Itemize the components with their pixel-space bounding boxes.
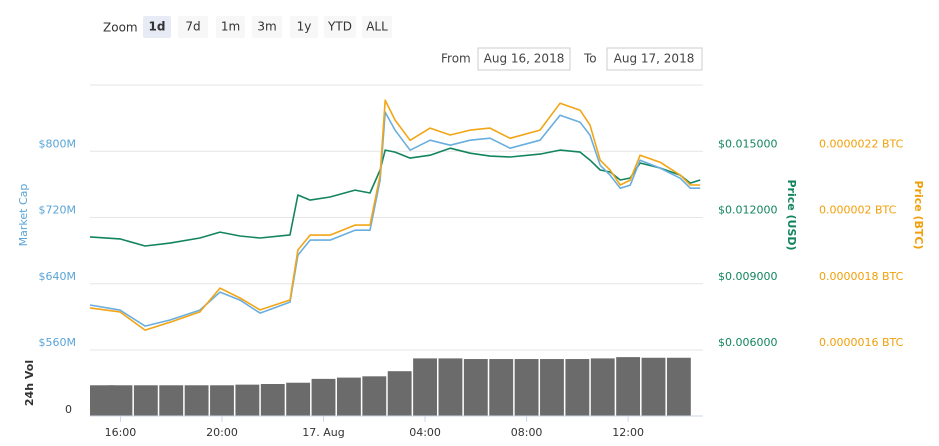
x-tick-label: 17. Aug xyxy=(302,426,344,439)
y2-tick-label: $0.009000 xyxy=(718,270,778,283)
volume-bar xyxy=(666,357,691,416)
volume-bar xyxy=(362,376,387,416)
to-date[interactable]: Aug 17, 2018 xyxy=(614,52,695,66)
volume-bar xyxy=(641,357,666,416)
volume-bar xyxy=(260,384,285,416)
zoom-button[interactable] xyxy=(362,16,392,38)
zoom-button-label[interactable]: 1y xyxy=(297,20,312,34)
volume-bar xyxy=(108,385,133,416)
y-tick-label: $640M xyxy=(39,270,77,283)
zoom-button-label[interactable]: 3m xyxy=(257,20,276,34)
y3-axis-title: Price (BTC) xyxy=(912,180,925,249)
zoom-button[interactable] xyxy=(216,16,245,38)
y2-tick-label: $0.015000 xyxy=(718,137,778,150)
zoom-button[interactable] xyxy=(178,16,208,38)
volume-bar xyxy=(184,385,209,416)
x-tick-label: 04:00 xyxy=(409,426,441,439)
volume-bar xyxy=(413,358,437,416)
y3-tick-label: 0.0000016 BTC xyxy=(819,336,904,349)
zoom-button[interactable] xyxy=(324,16,356,38)
y3-tick-label: 0.0000018 BTC xyxy=(819,270,904,283)
zoom-button-label[interactable]: 1m xyxy=(221,20,240,34)
zoom-label: Zoom xyxy=(103,21,138,35)
from-label: From xyxy=(441,52,471,66)
volume-bar xyxy=(133,385,158,416)
volume-bar xyxy=(286,382,311,416)
volume-bar xyxy=(235,384,260,416)
to-input[interactable] xyxy=(606,47,703,71)
volume-bar xyxy=(590,358,615,416)
zoom-button[interactable] xyxy=(252,16,282,38)
series-line xyxy=(89,99,701,331)
volume-bar xyxy=(463,359,488,416)
volume-bar xyxy=(387,371,412,416)
y2-axis-title: Price (USD) xyxy=(785,179,798,250)
volume-tick-label: 0 xyxy=(65,403,72,416)
volume-bar xyxy=(438,358,463,416)
zoom-button[interactable] xyxy=(290,16,318,38)
volume-bar xyxy=(336,377,361,416)
from-date[interactable]: Aug 16, 2018 xyxy=(484,52,565,66)
volume-bar xyxy=(210,385,234,416)
zoom-button[interactable] xyxy=(143,16,171,38)
volume-axis-title: 24h Vol xyxy=(23,360,36,406)
volume-bar xyxy=(90,385,114,416)
y2-tick-label: $0.012000 xyxy=(718,204,778,217)
y-axis-title: Market Cap xyxy=(17,184,30,247)
volume-bar xyxy=(159,385,184,416)
zoom-buttons: 1d 7d 1m 3m 1y YTD ALL xyxy=(143,16,392,38)
to-label: To xyxy=(583,52,597,66)
volume-bar xyxy=(540,359,564,416)
x-tick-label: 12:00 xyxy=(612,426,644,439)
x-tick-label: 16:00 xyxy=(105,426,137,439)
volume-bar xyxy=(311,378,336,416)
volume-bar xyxy=(489,359,514,416)
y3-tick-label: 0.000002 BTC xyxy=(819,204,897,217)
zoom-button-label[interactable]: ALL xyxy=(366,20,388,34)
y2-tick-label: $0.006000 xyxy=(718,336,778,349)
zoom-button-label[interactable]: 1d xyxy=(149,20,166,34)
volume-bar xyxy=(565,359,590,416)
x-tick-label: 08:00 xyxy=(511,426,543,439)
y3-tick-label: 0.0000022 BTC xyxy=(819,137,904,150)
y-tick-label: $560M xyxy=(39,336,77,349)
volume-bar xyxy=(616,357,641,416)
volume-bar xyxy=(514,359,539,416)
zoom-button-label[interactable]: 7d xyxy=(185,20,200,34)
y-tick-label: $720M xyxy=(39,204,77,217)
series-line xyxy=(89,111,701,327)
y-tick-label: $800M xyxy=(39,137,77,150)
zoom-button-label[interactable]: YTD xyxy=(327,20,352,34)
series-line xyxy=(89,147,701,247)
x-tick-label: 20:00 xyxy=(206,426,238,439)
from-input[interactable] xyxy=(477,47,571,71)
